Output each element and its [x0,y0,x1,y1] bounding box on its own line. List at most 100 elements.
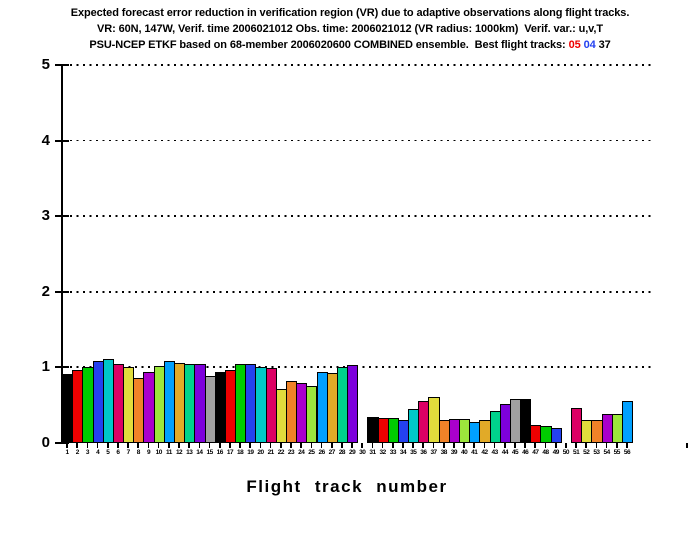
x-tick-label-30: 30 [359,449,366,456]
x-tick-label-46: 46 [522,449,529,456]
y-tick-label-5: 5 [41,56,50,73]
x-tick-label-5: 5 [106,449,110,456]
x-tick-3 [86,443,89,448]
x-tick-48 [544,443,547,448]
x-tick-label-37: 37 [430,449,437,456]
x-tick-6 [117,443,119,448]
x-tick-49 [554,443,557,448]
bar-track-49 [550,427,562,443]
y-tick-label-1: 1 [41,358,50,376]
y-tick-label-3: 3 [41,207,50,225]
x-tick-45 [514,443,516,448]
x-tick-28 [341,443,343,448]
x-tick-label-22: 22 [277,449,285,456]
x-tick-label-1: 1 [65,449,70,456]
x-tick-23 [290,443,292,448]
x-tick-52 [585,443,588,448]
x-tick-37 [432,443,435,448]
x-tick-1 [66,443,68,448]
x-tick-32 [381,443,384,448]
best-track-3: 37 [598,39,611,51]
x-tick-label-24: 24 [298,449,305,456]
x-tick-label-16: 16 [216,449,224,456]
x-tick-label-32: 32 [379,449,387,456]
x-tick-43 [493,443,496,448]
x-tick-label-56: 56 [623,449,631,456]
y-tick-1 [55,366,69,369]
x-tick-label-13: 13 [186,449,193,456]
x-tick-label-36: 36 [420,449,427,456]
best-track-1: 05 [568,39,581,51]
x-tick-39 [453,443,455,448]
y-tick-5 [55,64,69,66]
x-tick-label-8: 8 [136,449,141,456]
x-tick-label-18: 18 [237,449,244,456]
x-tick-label-45: 45 [511,449,519,456]
gridline-y1 [70,366,653,369]
x-tick-11 [167,443,170,448]
x-tick-46 [524,443,526,448]
x-tick-19 [249,443,252,448]
x-tick-26 [320,443,323,448]
x-tick-label-33: 33 [389,449,397,456]
y-tick-label-0: 0 [41,434,50,451]
x-tick-label-48: 48 [542,449,549,456]
x-tick-35 [412,443,414,448]
x-tick-label-51: 51 [572,449,580,456]
x-tick-12 [178,443,180,448]
gridline-y2 [70,290,653,293]
x-tick-label-3: 3 [85,449,90,456]
x-tick-label-31: 31 [369,449,376,456]
x-tick-label-42: 42 [481,449,488,456]
x-tick-22 [279,443,282,448]
x-tick-label-35: 35 [410,449,417,456]
x-tick-label-38: 38 [440,449,448,456]
x-tick-label-54: 54 [603,449,611,456]
x-tick-34 [402,443,404,448]
x-axis-title: Flight track number [246,477,448,496]
axis-end-tick [686,443,688,448]
x-tick-label-34: 34 [399,449,407,456]
x-tick-label-21: 21 [267,449,275,456]
x-tick-42 [483,443,486,448]
y-axis-line [61,64,64,444]
x-tick-16 [218,443,221,448]
bar-track-56 [621,401,634,443]
gridline-y5 [70,64,653,66]
gridline-y4 [70,139,653,142]
x-tick-label-14: 14 [196,449,203,456]
x-tick-label-40: 40 [460,449,468,456]
x-tick-label-9: 9 [146,449,151,456]
x-tick-36 [422,443,425,448]
x-tick-27 [330,443,333,448]
x-tick-21 [269,443,272,448]
x-tick-31 [371,443,374,448]
x-tick-29 [351,443,353,448]
bar-track-37 [428,396,440,443]
x-tick-label-53: 53 [593,449,600,456]
x-tick-label-44: 44 [501,449,509,456]
x-tick-20 [259,443,262,448]
x-tick-label-27: 27 [328,449,336,456]
x-tick-47 [534,443,537,448]
x-tick-51 [575,443,577,448]
x-tick-44 [503,443,506,448]
x-tick-7 [127,443,129,448]
x-tick-label-55: 55 [613,449,621,456]
x-tick-5 [106,443,109,448]
x-tick-label-43: 43 [491,449,499,456]
x-tick-label-25: 25 [308,449,315,456]
x-tick-label-28: 28 [338,449,346,456]
x-tick-label-26: 26 [318,449,325,456]
x-tick-label-41: 41 [471,449,478,456]
bar-track-29 [347,365,359,443]
x-tick-label-49: 49 [552,449,560,456]
x-tick-label-50: 50 [562,449,570,456]
x-tick-label-10: 10 [155,449,163,456]
x-tick-40 [463,443,465,448]
x-tick-label-4: 4 [96,449,100,456]
x-tick-53 [595,443,598,448]
x-tick-15 [208,443,211,448]
x-tick-label-39: 39 [450,449,458,456]
